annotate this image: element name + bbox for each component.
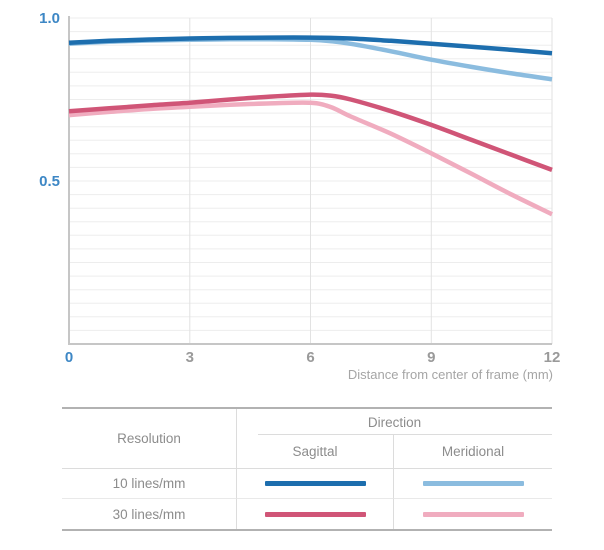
legend-swatch-30-sagittal [264,511,366,517]
legend-cell-30-meridional [394,499,552,529]
x-tick-label: 9 [427,349,435,366]
x-axis-caption: Distance from center of frame (mm) [348,367,553,382]
curves [68,35,553,217]
legend-table: Resolution Direction Sagittal Meridional… [62,407,552,531]
x-tick-labels: 0 3 6 9 12 [65,349,561,366]
legend-row-label-30-lines: 30 lines/mm [62,499,237,529]
x-tick-label: 6 [306,349,314,366]
x-tick-label: 12 [544,349,561,366]
legend-meridional-header: Meridional [394,435,552,469]
legend-sagittal-header: Sagittal [237,435,394,469]
mtf-chart: 1.0 0.5 0 3 6 9 12 Distance from center of fram… [39,10,561,382]
legend-resolution-header: Resolution [62,409,237,469]
y-tick-label: 1.0 [39,10,60,27]
legend-cell-10-meridional [394,469,552,499]
legend-cell-10-sagittal [237,469,394,499]
legend-swatch-10-sagittal [264,481,366,486]
legend-row-label-10-lines: 10 lines/mm [62,469,237,499]
curve-30-sagittal [68,92,553,173]
vertical-gridlines [189,18,553,344]
legend-direction-header: Direction [237,409,552,435]
x-tick-label: 0 [65,349,73,366]
x-tick-label: 3 [186,349,194,366]
y-tick-label: 0.5 [39,173,60,190]
legend-swatch-30-meridional [422,511,524,517]
legend-cell-30-sagittal [237,499,394,529]
y-tick-labels: 1.0 0.5 [39,10,60,190]
curve-30-meridional [68,100,553,217]
legend-swatch-10-meridional [422,481,524,486]
curve-10-sagittal [68,35,553,56]
